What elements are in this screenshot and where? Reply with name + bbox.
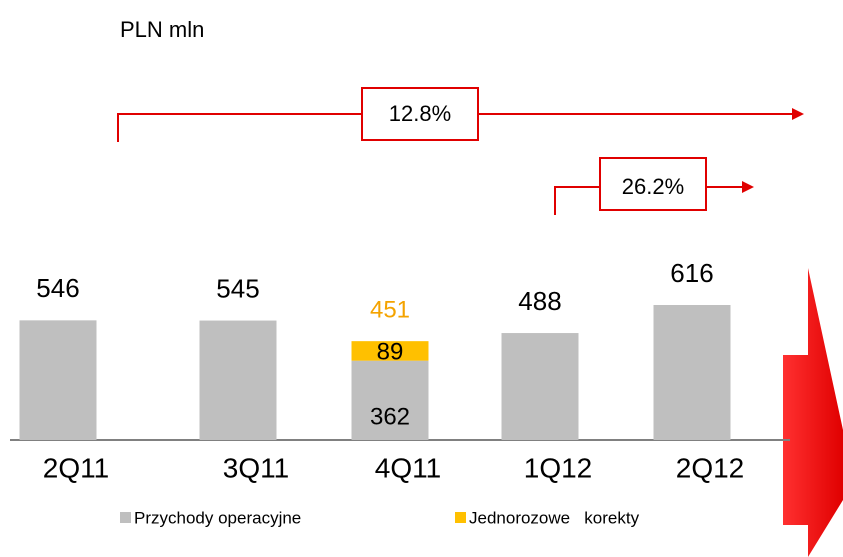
growth-label: 26.2% [622, 174, 684, 199]
bar-segment [199, 320, 277, 440]
x-tick-label: 2Q11 [43, 452, 109, 483]
growth-label: 12.8% [389, 101, 451, 126]
legend-swatch [455, 512, 466, 523]
x-tick-label: 1Q12 [524, 452, 593, 483]
legend-label: Przychody operacyjne [134, 508, 301, 527]
bar-segment [19, 320, 97, 440]
bar-segment [653, 305, 731, 440]
x-tick-label: 2Q12 [676, 452, 745, 483]
total-label: 451 [370, 297, 410, 324]
bar-segment [351, 360, 429, 440]
total-label: 488 [518, 286, 561, 316]
legend-label: Jednorozowe korekty [469, 508, 640, 527]
segment-label: 89 [377, 338, 404, 365]
big-arrow [783, 268, 843, 557]
legend-swatch [120, 512, 131, 523]
chart-title: PLN mln [120, 17, 204, 42]
growth-arrow [117, 87, 804, 142]
total-label: 545 [216, 273, 259, 303]
total-label: 616 [670, 258, 713, 288]
growth-arrow [554, 157, 754, 215]
bar-segment [351, 341, 429, 361]
x-tick-label: 3Q11 [223, 452, 289, 483]
total-label: 546 [36, 273, 79, 303]
segment-label: 362 [370, 404, 410, 431]
x-tick-label: 4Q11 [375, 452, 441, 483]
bar-segment [501, 333, 579, 440]
